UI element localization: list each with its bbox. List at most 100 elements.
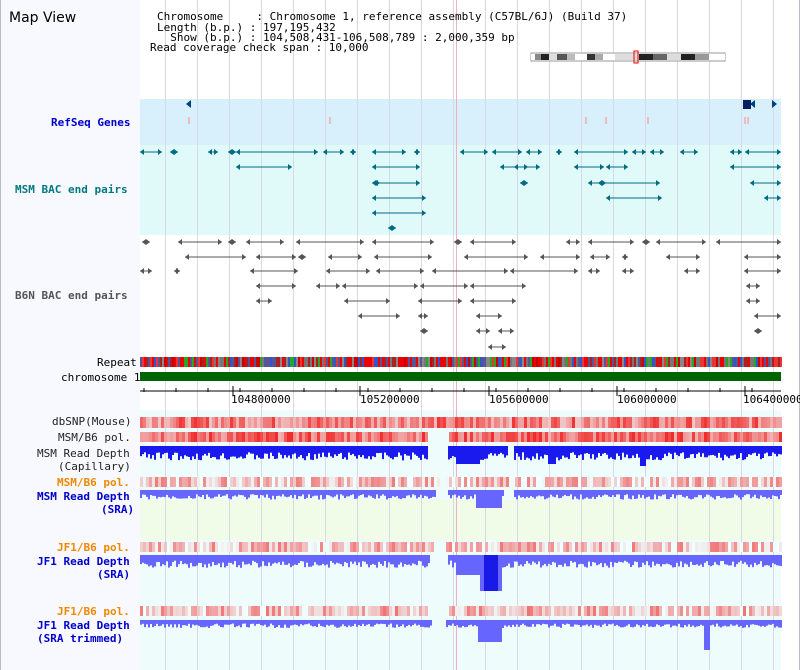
- jf1-depth-sra-bar: [216, 555, 218, 565]
- msm-b6-pol-sra-cell: [191, 477, 194, 487]
- jf1-depth-trimmed-bar: [666, 620, 668, 625]
- msm-depth-capillary-bar: [658, 446, 660, 460]
- track-label-jf1-depth-sra-sub: (SRA): [97, 568, 131, 581]
- jf1-depth-sra-bar: [558, 555, 560, 565]
- msm-depth-sra-bar: [238, 490, 240, 495]
- msm-depth-sra-bar: [200, 490, 202, 498]
- msm-b6-pol-cell: [323, 432, 326, 442]
- jf1-b6-pol-sra-cell: [470, 542, 473, 552]
- jf1-depth-sra-bar: [636, 555, 638, 562]
- msm-b6-pol-cell: [350, 432, 353, 442]
- repeat-segment: [202, 357, 204, 367]
- msm-depth-sra-bar: [428, 490, 430, 499]
- msm-b6-pol-cell: [563, 432, 566, 442]
- b6n-bac-pair-end: [424, 328, 428, 334]
- dbsnp-density-cell: [263, 417, 266, 428]
- jf1-b6-pol-sra-cell: [197, 542, 200, 552]
- msm-b6-pol-cell: [725, 432, 728, 442]
- msm-depth-capillary-bar: [660, 446, 662, 461]
- msm-depth-capillary-bar: [768, 446, 770, 457]
- jf1-b6-pol-trimmed-cell: [359, 606, 362, 616]
- repeat-segment: [642, 357, 644, 367]
- msm-depth-capillary-bar: [218, 446, 220, 460]
- jf1-b6-pol-trimmed-cell: [311, 606, 314, 616]
- msm-depth-capillary-bar: [582, 446, 584, 460]
- msm-b6-pol-cell: [170, 432, 173, 442]
- jf1-depth-sra-bar: [390, 555, 392, 565]
- jf1-depth-trimmed-bar: [628, 620, 630, 625]
- msm-depth-capillary-bar: [452, 446, 454, 456]
- msm-depth-sra-bar: [482, 490, 484, 508]
- msm-depth-sra-bar: [278, 490, 280, 496]
- jf1-b6-pol-trimmed-cell: [569, 606, 572, 616]
- jf1-b6-pol-sra-cell: [506, 542, 509, 552]
- msm-b6-pol-sra-cell: [182, 477, 185, 487]
- dbsnp-density-cell: [677, 417, 680, 428]
- track-label-refseq[interactable]: RefSeq Genes: [51, 116, 131, 129]
- msm-b6-pol-sra-cell: [188, 477, 191, 487]
- jf1-b6-pol-sra-cell: [161, 542, 164, 552]
- msm-depth-capillary-bar: [538, 446, 540, 460]
- msm-depth-capillary-bar: [348, 446, 350, 453]
- jf1-depth-sra-bar: [156, 555, 158, 563]
- msm-b6-pol-sra-cell: [194, 477, 197, 487]
- jf1-b6-pol-trimmed-cell: [185, 606, 188, 616]
- jf1-depth-sra-bar: [708, 555, 710, 566]
- dbsnp-density-cell: [584, 417, 587, 428]
- jf1-depth-sra-bar: [628, 555, 630, 564]
- msm-depth-sra-bar: [240, 490, 242, 496]
- jf1-b6-pol-sra-cell: [326, 542, 329, 552]
- jf1-depth-sra-bar: [224, 555, 226, 568]
- jf1-depth-trimmed-bar: [206, 620, 208, 627]
- dbsnp-density-cell: [329, 417, 332, 428]
- jf1-b6-pol-trimmed-cell: [155, 606, 158, 616]
- repeat-segment: [410, 357, 412, 367]
- b6n-bac-pair-end: [777, 313, 781, 319]
- msm-b6-pol-cell: [719, 432, 722, 442]
- dbsnp-density-cell: [296, 417, 299, 428]
- dbsnp-density-cell: [200, 417, 203, 428]
- msm-depth-capillary-bar: [300, 446, 302, 456]
- msm-depth-sra-bar: [392, 490, 394, 497]
- track-label-b6n-bac[interactable]: B6N BAC end pairs: [15, 289, 128, 302]
- jf1-depth-trimmed-bar: [770, 620, 772, 625]
- jf1-depth-sra-bar: [572, 555, 574, 563]
- dbsnp-density-cell: [227, 417, 230, 428]
- msm-depth-capillary-bar: [366, 446, 368, 459]
- msm-b6-pol-sra-cell: [557, 477, 560, 487]
- msm-b6-pol-sra-cell: [461, 477, 464, 487]
- msm-depth-sra-bar: [526, 490, 528, 497]
- track-label-msm-bac[interactable]: MSM BAC end pairs: [15, 183, 128, 196]
- msm-depth-sra-bar: [168, 490, 170, 498]
- jf1-depth-sra-bar: [736, 555, 738, 565]
- repeat-segment: [140, 357, 142, 367]
- msm-b6-pol-sra-cell: [743, 477, 746, 487]
- jf1-b6-pol-sra-cell: [638, 542, 641, 552]
- jf1-b6-pol-trimmed-cell: [215, 606, 218, 616]
- msm-depth-capillary-bar: [482, 446, 484, 460]
- jf1-b6-pol-sra-cell: [482, 542, 485, 552]
- jf1-depth-trimmed-bar: [622, 620, 624, 628]
- msm-depth-sra-bar: [402, 490, 404, 499]
- jf1-b6-pol-sra-cell: [239, 542, 242, 552]
- jf1-b6-pol-sra-cell: [404, 542, 407, 552]
- repeat-segment: [516, 357, 518, 367]
- msm-depth-capillary-bar: [410, 446, 412, 460]
- msm-b6-pol-cell: [383, 432, 386, 442]
- ideogram-band: [567, 54, 575, 60]
- jf1-depth-trimmed-bar: [554, 620, 556, 624]
- dbsnp-density-cell: [311, 417, 314, 428]
- msm-depth-capillary-bar: [652, 446, 654, 460]
- jf1-depth-trimmed-bar: [252, 620, 254, 624]
- repeat-segment: [718, 357, 720, 367]
- msm-b6-pol-sra-cell: [674, 477, 677, 487]
- msm-b6-pol-sra-cell: [518, 477, 521, 487]
- msm-b6-pol-cell: [284, 432, 287, 442]
- msm-depth-capillary-bar: [738, 446, 740, 458]
- msm-depth-capillary-bar: [226, 446, 228, 460]
- jf1-depth-trimmed-bar: [742, 620, 744, 628]
- msm-b6-pol-sra-cell: [575, 477, 578, 487]
- jf1-depth-trimmed-bar: [752, 620, 754, 625]
- msm-bac-pair-end: [416, 164, 420, 170]
